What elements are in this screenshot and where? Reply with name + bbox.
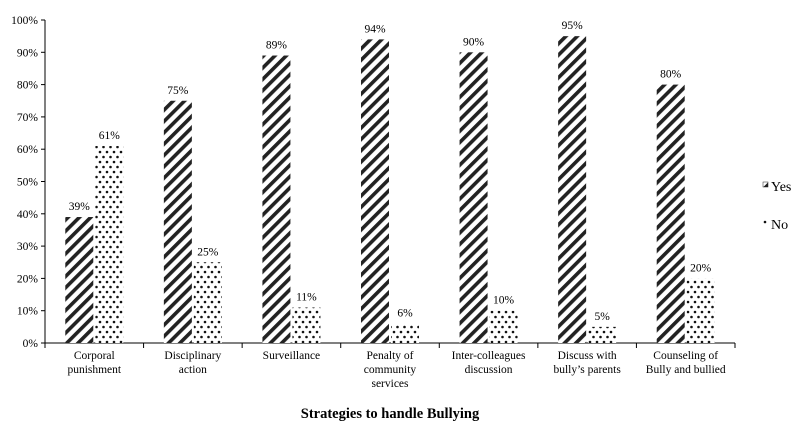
category-label-2: Surveillance — [263, 350, 320, 362]
data-label-no-6: 20% — [690, 262, 712, 274]
data-label-yes-3: 94% — [364, 23, 386, 35]
y-tick-label: 30% — [17, 241, 39, 253]
y-tick-label: 60% — [17, 144, 39, 156]
bar-yes-5 — [558, 36, 587, 344]
bar-no-4 — [489, 310, 518, 343]
bar-yes-6 — [656, 84, 685, 343]
bar-yes-0 — [65, 217, 94, 343]
data-label-yes-1: 75% — [167, 85, 189, 97]
bar-no-0 — [95, 145, 124, 343]
y-tick-label: 100% — [11, 15, 38, 27]
category-label-4: Inter-colleagues discussion — [452, 350, 526, 376]
data-label-no-1: 25% — [197, 246, 219, 258]
y-tick-label: 20% — [17, 273, 39, 285]
data-label-no-3: 6% — [397, 308, 413, 320]
y-tick-label: 10% — [17, 306, 39, 318]
y-tick-label: 0% — [23, 338, 39, 350]
data-label-no-4: 10% — [493, 295, 515, 307]
x-axis-title: Strategies to handle Bullying — [301, 406, 480, 422]
data-label-yes-5: 95% — [562, 20, 584, 32]
legend-label-yes: Yes — [771, 180, 791, 195]
bars — [65, 36, 715, 344]
bar-no-2 — [292, 307, 321, 343]
legend-swatch-no — [763, 220, 768, 225]
data-labels: 39% 61% 75% 25% 89% 11% 94% 6% 90% 10% 95% 5% 80% 20% — [69, 20, 712, 323]
bar-yes-2 — [262, 55, 291, 343]
axes: 0% 10% 20% 30% 40% 50% 60% 70% 80% 90% 100% — [11, 15, 736, 350]
data-label-yes-2: 89% — [266, 40, 288, 52]
legend-label-no: No — [771, 218, 788, 233]
y-tick-label: 40% — [17, 209, 39, 221]
y-tick-label: 70% — [17, 112, 39, 124]
bar-no-3 — [391, 323, 419, 343]
bar-no-1 — [193, 262, 222, 343]
category-label-5: Discuss with bully’s parents — [553, 350, 621, 376]
bar-no-6 — [686, 278, 715, 343]
bar-yes-4 — [459, 52, 488, 344]
bar-no-5 — [588, 326, 617, 343]
category-label-0: Corporal punishment — [67, 350, 121, 376]
category-label-1: Disciplinary action — [164, 350, 221, 376]
data-label-yes-0: 39% — [69, 201, 91, 213]
category-label-3: Penalty of community services — [364, 350, 417, 390]
legend-swatch-yes — [762, 181, 769, 188]
y-tick-label: 50% — [17, 177, 39, 189]
category-label-6: Counseling of Bully and bullied — [646, 350, 726, 376]
legend: Yes No — [762, 180, 791, 233]
y-tick-label: 90% — [17, 47, 39, 59]
data-label-no-2: 11% — [296, 291, 317, 303]
y-tick-label: 80% — [17, 80, 39, 92]
data-label-no-5: 5% — [594, 311, 610, 323]
data-label-no-0: 61% — [99, 130, 121, 142]
data-label-yes-6: 80% — [660, 69, 682, 81]
bar-yes-1 — [163, 100, 192, 343]
bar-yes-3 — [361, 39, 389, 343]
category-labels: Corporal punishment Disciplinary action Surv… — [67, 350, 725, 390]
data-label-yes-4: 90% — [463, 36, 485, 48]
